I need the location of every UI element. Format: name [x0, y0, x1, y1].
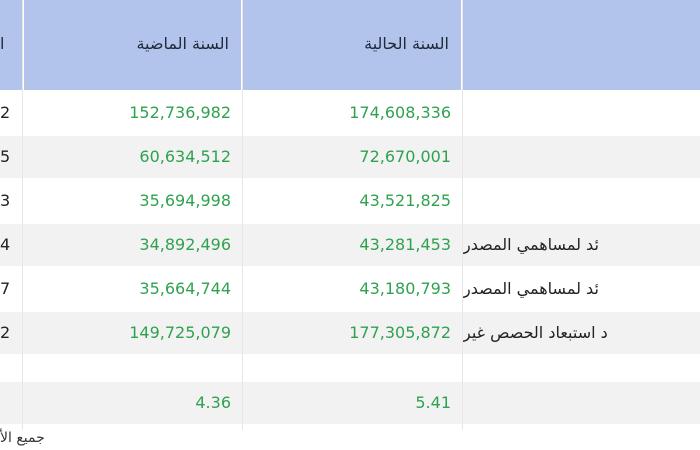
- row-curr-value: 43,180,793: [359, 279, 451, 298]
- row-edge-value: 7: [0, 279, 11, 298]
- row-curr-value: 72,670,001: [359, 147, 451, 166]
- table-row: 7 35,664,744 43,180,793 ئد لمساهمي المصد…: [0, 268, 700, 310]
- header-edge-cell: ا: [0, 0, 22, 90]
- row-prev-value: 34,892,496: [139, 235, 231, 254]
- column-divider: [242, 0, 243, 430]
- column-divider: [22, 0, 23, 430]
- row-edge-value: 2: [0, 103, 11, 122]
- row-label: [463, 92, 700, 134]
- table-row: 4.36 5.41: [0, 382, 700, 424]
- row-curr-value: 174,608,336: [349, 103, 451, 122]
- row-edge-value: 2: [0, 323, 11, 342]
- row-label: ئد لمساهمي المصدر: [463, 235, 599, 254]
- row-prev-value: 152,736,982: [129, 103, 231, 122]
- row-prev-value: 35,664,744: [139, 279, 231, 298]
- footer-note: جميع الأ: [0, 428, 60, 450]
- row-prev-value: 60,634,512: [139, 147, 231, 166]
- column-divider: [462, 0, 463, 430]
- row-label: [463, 382, 700, 424]
- row-curr-value: 43,521,825: [359, 191, 451, 210]
- header-prev-year-cell: السنة الماضية: [24, 0, 241, 90]
- row-curr-value: 177,305,872: [349, 323, 451, 342]
- table-row: 5 60,634,512 72,670,001: [0, 136, 700, 178]
- header-label-cell: [463, 0, 700, 90]
- header-prev-year-label: السنة الماضية: [136, 34, 229, 53]
- header-edge-label: ا: [0, 34, 5, 53]
- row-label: [463, 180, 700, 222]
- row-label: د استبعاد الحصص غير: [463, 323, 608, 342]
- table-row: 4 34,892,496 43,281,453 ئد لمساهمي المصد…: [0, 224, 700, 266]
- table-row: 2 152,736,982 174,608,336: [0, 92, 700, 134]
- footer-note-text: جميع الأ: [0, 430, 45, 446]
- row-edge-value: [0, 382, 20, 424]
- row-edge-value: 3: [0, 191, 11, 210]
- row-label: ئد لمساهمي المصدر: [463, 279, 599, 298]
- table-row: 3 35,694,998 43,521,825: [0, 180, 700, 222]
- row-curr-value: 5.41: [415, 393, 451, 412]
- row-edge-value: 5: [0, 147, 11, 166]
- row-prev-value: 35,694,998: [139, 191, 231, 210]
- row-label: [463, 136, 700, 178]
- row-edge-value: 4: [0, 235, 11, 254]
- row-curr-value: 43,281,453: [359, 235, 451, 254]
- table-row: [0, 356, 700, 382]
- row-prev-value: 4.36: [195, 393, 231, 412]
- header-curr-year-label: السنة الحالية: [364, 34, 449, 53]
- row-prev-value: 149,725,079: [129, 323, 231, 342]
- header-curr-year-cell: السنة الحالية: [243, 0, 461, 90]
- table-row: 2 149,725,079 177,305,872 د استبعاد الحص…: [0, 312, 700, 354]
